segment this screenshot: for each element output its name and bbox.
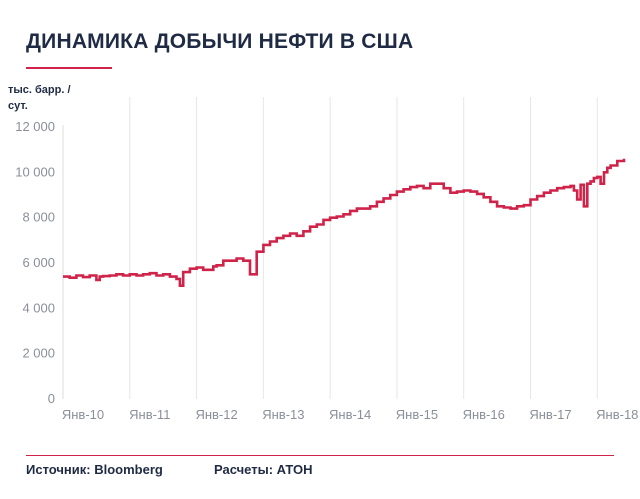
y-axis-unit: тыс. барр. / сут. [8,82,92,114]
y-tick-labels: 0 2 000 4 000 6 000 8 000 10 000 12 000 [15,119,55,406]
x-tick-label: Янв-13 [262,407,304,422]
chart-title: ДИНАМИКА ДОБЫЧИ НЕФТИ В США [26,30,414,53]
x-tick-label: Янв-16 [463,407,505,422]
calc-note: Расчеты: АТОН [214,462,313,477]
y-tick-label: 4 000 [22,300,55,315]
y-tick-label: 10 000 [15,164,55,179]
y-axis-unit-label: тыс. барр. / сут. [8,84,71,112]
y-tick-label: 12 000 [15,119,55,134]
x-tick-labels: Янв-10 Янв-11 Янв-12 Янв-13 Янв-14 Янв-15 Янв-… [62,407,639,422]
source-note: Источник: Bloomberg [26,462,163,477]
x-tick-label: Янв-11 [129,407,170,422]
chart: 0 2 000 4 000 6 000 8 000 10 000 12 000 Янв-10… [15,97,639,422]
x-tick-label: Янв-17 [529,407,571,422]
title-underline [26,67,112,69]
y-tick-label: 0 [48,391,55,406]
y-tick-label: 6 000 [22,255,55,270]
x-gridlines [129,97,598,399]
x-tick-label: Янв-18 [596,407,638,422]
oil-production-line [63,158,626,287]
x-tick-label: Янв-14 [329,407,371,422]
y-tick-label: 8 000 [22,210,55,225]
footer-divider [26,455,614,456]
y-tick-label: 2 000 [22,346,55,361]
x-tick-label: Янв-12 [195,407,237,422]
x-tick-label: Янв-15 [396,407,438,422]
x-tick-label: Янв-10 [62,407,104,422]
